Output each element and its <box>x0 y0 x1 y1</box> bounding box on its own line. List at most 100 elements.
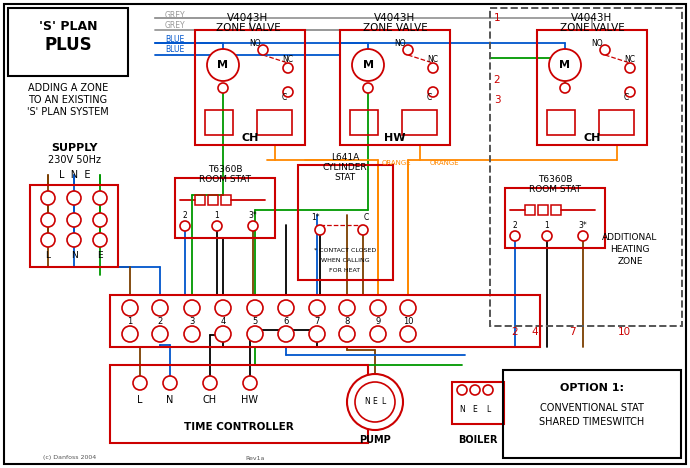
Circle shape <box>403 45 413 55</box>
Text: C: C <box>427 94 432 102</box>
Text: CH: CH <box>241 133 259 143</box>
Circle shape <box>315 225 325 235</box>
Circle shape <box>370 300 386 316</box>
Circle shape <box>93 213 107 227</box>
Circle shape <box>347 374 403 430</box>
Text: 3*: 3* <box>248 212 257 220</box>
Circle shape <box>428 63 438 73</box>
Text: 4: 4 <box>532 327 538 337</box>
Text: V4043H: V4043H <box>375 13 415 23</box>
Circle shape <box>215 300 231 316</box>
Circle shape <box>400 326 416 342</box>
Text: TO AN EXISTING: TO AN EXISTING <box>28 95 108 105</box>
Text: 2: 2 <box>493 75 500 85</box>
Text: C: C <box>282 94 287 102</box>
Circle shape <box>218 83 228 93</box>
Bar <box>505 188 605 248</box>
Bar <box>298 165 393 280</box>
Text: 'S' PLAN: 'S' PLAN <box>39 21 97 34</box>
Text: CH: CH <box>583 133 601 143</box>
Circle shape <box>542 231 552 241</box>
Circle shape <box>578 231 588 241</box>
Circle shape <box>549 49 581 81</box>
Bar <box>208 195 218 205</box>
Text: HW: HW <box>241 395 259 405</box>
Text: L: L <box>381 397 385 407</box>
Text: N: N <box>166 395 174 405</box>
Text: ZONE VALVE: ZONE VALVE <box>560 23 624 33</box>
Text: V4043H: V4043H <box>228 13 268 23</box>
Text: OPTION 1:: OPTION 1: <box>560 383 624 393</box>
Bar <box>8 8 128 76</box>
Circle shape <box>133 376 147 390</box>
Circle shape <box>207 49 239 81</box>
Circle shape <box>363 83 373 93</box>
Text: STAT: STAT <box>335 173 355 182</box>
Text: NC: NC <box>427 56 438 65</box>
Text: E: E <box>373 397 377 407</box>
Circle shape <box>278 300 294 316</box>
Text: N: N <box>459 405 465 415</box>
Text: 7: 7 <box>569 327 575 337</box>
Text: BLUE: BLUE <box>165 36 184 44</box>
Bar <box>547 110 575 135</box>
Bar <box>110 365 368 443</box>
Text: BLUE: BLUE <box>165 45 184 54</box>
Text: N: N <box>70 251 77 261</box>
Circle shape <box>180 221 190 231</box>
Circle shape <box>184 300 200 316</box>
Bar <box>537 30 647 145</box>
Circle shape <box>247 326 263 342</box>
Bar <box>538 205 548 215</box>
Text: N: N <box>364 397 370 407</box>
Circle shape <box>122 300 138 316</box>
Circle shape <box>93 233 107 247</box>
Text: NO: NO <box>249 39 261 49</box>
Circle shape <box>400 300 416 316</box>
Text: SUPPLY: SUPPLY <box>52 143 98 153</box>
Text: ADDITIONAL: ADDITIONAL <box>602 234 658 242</box>
Circle shape <box>67 233 81 247</box>
Text: 1: 1 <box>128 316 132 326</box>
Bar <box>257 110 292 135</box>
Text: ZONE VALVE: ZONE VALVE <box>363 23 427 33</box>
Text: SHARED TIMESWITCH: SHARED TIMESWITCH <box>540 417 644 427</box>
Text: L  N  E: L N E <box>59 170 91 180</box>
Text: L: L <box>486 405 490 415</box>
Text: L: L <box>137 395 143 405</box>
Text: GREY: GREY <box>165 22 186 30</box>
Text: C: C <box>624 94 629 102</box>
Text: 1: 1 <box>493 13 500 23</box>
Text: WHEN CALLING: WHEN CALLING <box>321 257 369 263</box>
Circle shape <box>283 63 293 73</box>
Circle shape <box>470 385 480 395</box>
Circle shape <box>309 300 325 316</box>
Text: NO: NO <box>591 39 603 49</box>
Circle shape <box>247 300 263 316</box>
Text: 2: 2 <box>157 316 163 326</box>
Bar <box>490 8 682 326</box>
Bar <box>205 110 233 135</box>
Text: 7: 7 <box>315 316 319 326</box>
Text: V4043H: V4043H <box>571 13 613 23</box>
Text: 8: 8 <box>344 316 350 326</box>
Circle shape <box>625 87 635 97</box>
Circle shape <box>41 213 55 227</box>
Bar <box>525 205 535 215</box>
Circle shape <box>278 326 294 342</box>
Circle shape <box>600 45 610 55</box>
Circle shape <box>184 326 200 342</box>
Circle shape <box>339 326 355 342</box>
Text: HEATING: HEATING <box>610 246 650 255</box>
Text: E: E <box>97 251 103 261</box>
Text: FOR HEAT: FOR HEAT <box>329 268 361 272</box>
Circle shape <box>510 231 520 241</box>
Text: PLUS: PLUS <box>44 36 92 54</box>
Text: 4: 4 <box>220 316 226 326</box>
Text: 1*: 1* <box>312 212 320 221</box>
Text: 2: 2 <box>513 221 518 231</box>
Circle shape <box>483 385 493 395</box>
Text: T6360B: T6360B <box>538 176 572 184</box>
Text: ORANGE: ORANGE <box>382 160 412 166</box>
Circle shape <box>248 221 258 231</box>
